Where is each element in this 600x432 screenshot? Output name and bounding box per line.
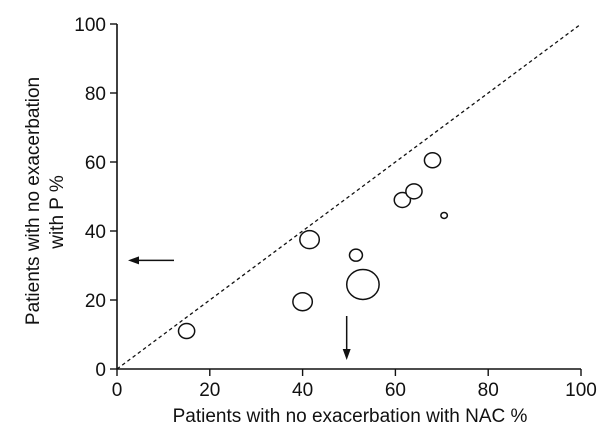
data-point (348, 248, 364, 262)
left-arrow-head (128, 256, 139, 265)
y-tick-label: 0 (95, 360, 106, 381)
x-tick-label: 80 (478, 380, 499, 401)
x-tick-label: 100 (565, 380, 597, 401)
data-point (345, 268, 380, 301)
y-tick-label: 40 (85, 222, 106, 243)
axes (116, 24, 581, 370)
data-point (299, 229, 321, 250)
arrows (128, 256, 351, 360)
y-tick-label: 20 (85, 291, 106, 312)
down-arrow-head (342, 349, 351, 360)
identity-dashed-line (116, 23, 582, 370)
y-axis-title-line-2: with P % (47, 175, 68, 250)
y-axis-title-line-1: Patients with no exacerbation (23, 77, 44, 325)
y-tick-label: 80 (85, 84, 106, 105)
data-point (292, 291, 314, 312)
data-point (393, 191, 412, 209)
x-tick-label: 20 (199, 380, 220, 401)
y-tick-label: 100 (74, 15, 106, 36)
data-point (177, 322, 196, 340)
data-point (440, 211, 449, 220)
x-tick-label: 60 (385, 380, 406, 401)
data-points (177, 152, 449, 340)
data-point (405, 183, 423, 200)
axis-ticks: 0 20 40 60 80 100 0 20 40 60 80 100 (74, 15, 597, 401)
x-tick-label: 40 (292, 380, 313, 401)
data-point (423, 152, 442, 169)
x-tick-label: 0 (112, 380, 123, 401)
identity-line (116, 23, 582, 370)
y-tick-label: 60 (85, 153, 106, 174)
x-axis-title: Patients with no exacerbation with NAC % (173, 406, 528, 427)
y-axis-title: Patients with no exacerbation with P % (23, 77, 68, 325)
